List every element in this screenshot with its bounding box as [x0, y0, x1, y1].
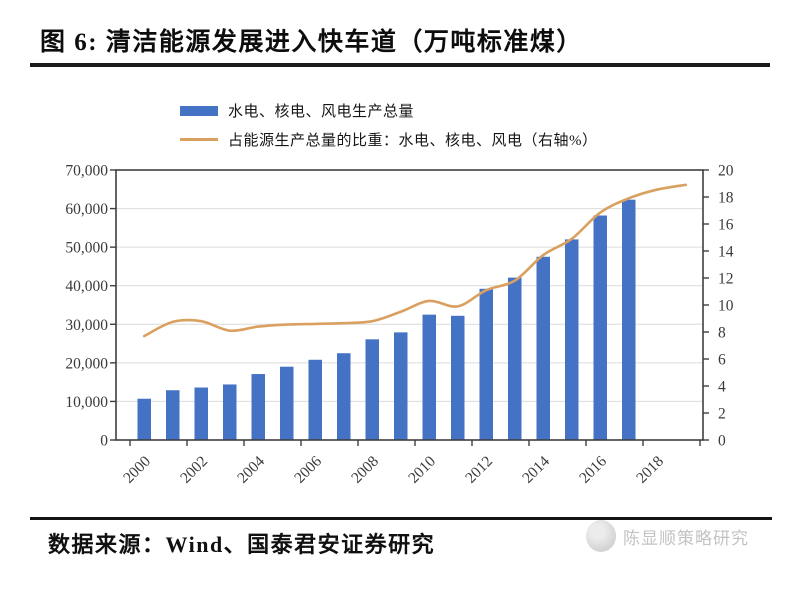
svg-text:2010: 2010 — [405, 453, 439, 487]
bar-2010 — [422, 314, 436, 440]
watermark-logo-icon — [586, 520, 616, 552]
legend-item-bars: 水电、核电、风电生产总量 — [180, 96, 598, 125]
svg-text:2000: 2000 — [120, 453, 154, 487]
bar-2014 — [536, 256, 550, 440]
watermark: 陈显顺策略研究 — [586, 520, 749, 552]
watermark-text: 陈显顺策略研究 — [623, 528, 749, 548]
footer-rule — [30, 517, 772, 520]
bars-series — [137, 199, 636, 440]
bar-2016 — [593, 215, 607, 440]
line-swatch-icon — [180, 138, 218, 141]
svg-text:10,000: 10,000 — [65, 394, 108, 411]
legend-item-line: 占能源生产总量的比重：水电、核电、风电（右轴%） — [180, 125, 598, 154]
legend-label-line: 占能源生产总量的比重：水电、核电、风电（右轴%） — [228, 133, 598, 149]
bar-2007 — [337, 353, 351, 440]
svg-text:18: 18 — [718, 190, 734, 207]
bar-2005 — [280, 366, 294, 440]
svg-text:50,000: 50,000 — [65, 240, 108, 257]
svg-text:0: 0 — [100, 433, 108, 450]
svg-text:2012: 2012 — [462, 453, 496, 487]
x-axis-labels: 2000 2002 2004 2006 2008 2010 2012 2014 2016 2018 — [120, 453, 667, 487]
chart-legend: 水电、核电、风电生产总量 占能源生产总量的比重：水电、核电、风电（右轴%） — [180, 96, 598, 154]
bar-2017 — [622, 199, 636, 440]
svg-text:2: 2 — [718, 406, 726, 423]
bar-2000 — [137, 398, 151, 440]
legend-label-bars: 水电、核电、风电生产总量 — [228, 104, 415, 120]
svg-text:30,000: 30,000 — [65, 317, 108, 334]
svg-text:2016: 2016 — [576, 453, 610, 487]
bar-2015 — [565, 239, 579, 440]
bar-2004 — [251, 374, 265, 440]
bar-2012 — [479, 288, 493, 440]
svg-text:20: 20 — [718, 163, 734, 180]
svg-text:2014: 2014 — [519, 453, 553, 487]
bar-2008 — [365, 339, 379, 440]
gridlines-group — [116, 208, 703, 402]
axes-group — [110, 169, 709, 446]
svg-text:4: 4 — [718, 379, 726, 396]
svg-text:6: 6 — [718, 352, 726, 369]
bar-2003 — [223, 384, 237, 440]
svg-text:10: 10 — [718, 298, 734, 315]
svg-text:8: 8 — [718, 325, 726, 342]
svg-text:40,000: 40,000 — [65, 278, 108, 295]
svg-text:60,000: 60,000 — [65, 201, 108, 218]
right-axis-labels: 0 2 4 6 8 10 12 14 16 18 20 — [718, 163, 734, 450]
bar-2001 — [166, 390, 180, 440]
svg-text:2018: 2018 — [633, 453, 667, 487]
bar-2002 — [194, 387, 208, 440]
svg-text:20,000: 20,000 — [65, 355, 108, 372]
figure-title: 图 6: 清洁能源发展进入快车道（万吨标准煤） — [40, 29, 583, 56]
svg-text:14: 14 — [718, 244, 734, 261]
svg-text:70,000: 70,000 — [65, 163, 108, 180]
bar-2006 — [308, 359, 322, 440]
left-axis-labels: 0 10,000 20,000 30,000 40,000 50,000 60,000 70,… — [65, 163, 108, 450]
svg-text:12: 12 — [718, 271, 734, 288]
svg-text:0: 0 — [718, 433, 726, 450]
ratio-line-series — [142, 183, 688, 338]
svg-text:2002: 2002 — [177, 453, 211, 487]
bar-2013 — [508, 277, 522, 440]
title-rule — [30, 63, 770, 67]
svg-text:16: 16 — [718, 217, 734, 234]
bar-swatch-icon — [180, 105, 218, 116]
data-source: 数据来源：Wind、国泰君安证券研究 — [48, 532, 436, 557]
svg-text:2006: 2006 — [291, 453, 325, 487]
bar-2011 — [451, 315, 465, 440]
svg-text:2004: 2004 — [234, 453, 268, 487]
svg-text:2008: 2008 — [348, 453, 382, 487]
bar-2009 — [394, 332, 408, 440]
